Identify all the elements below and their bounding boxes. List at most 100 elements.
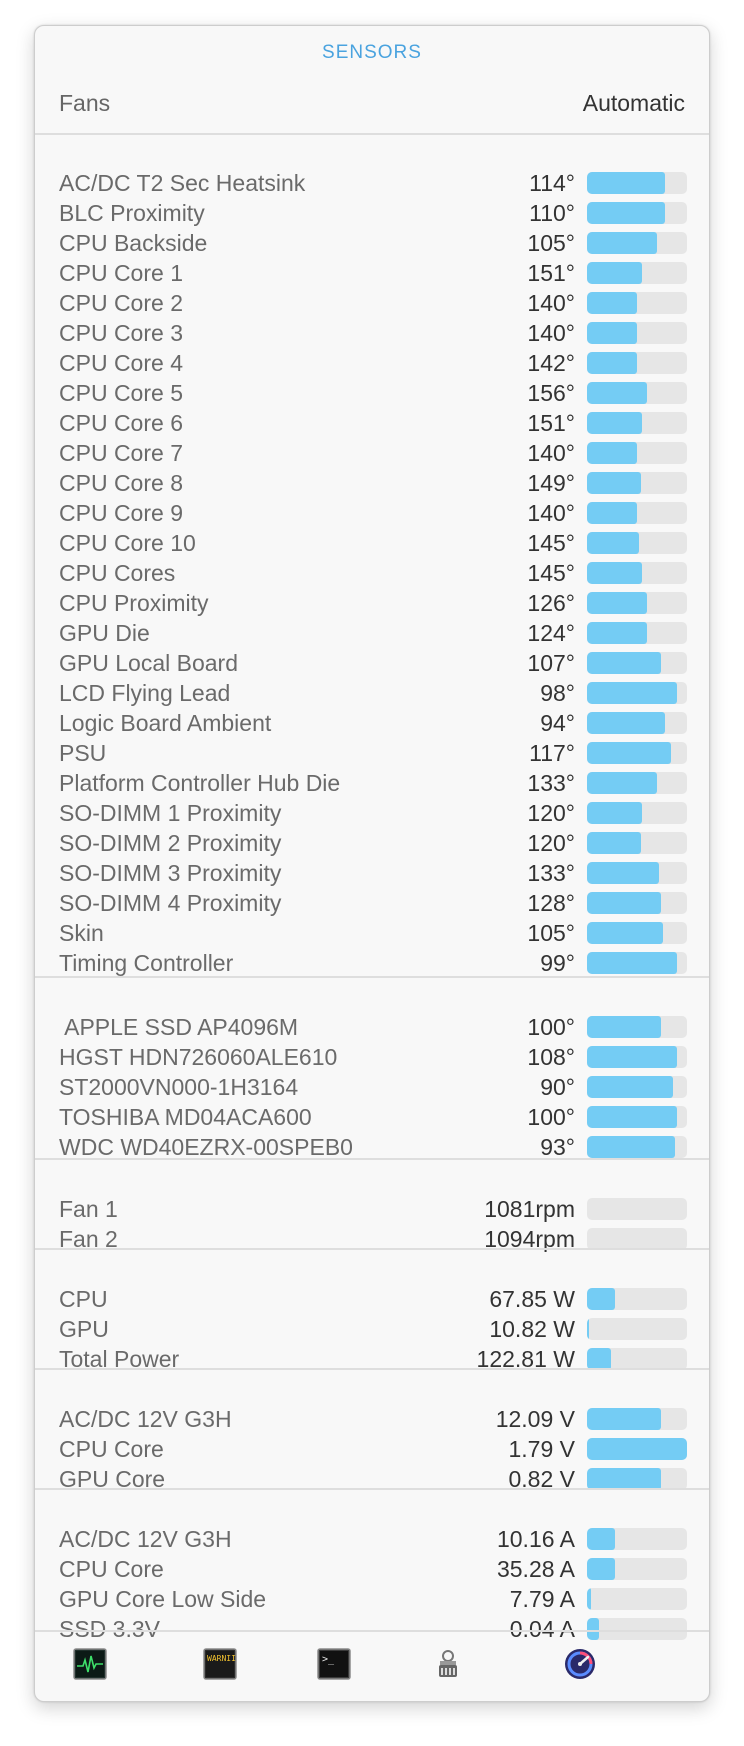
sensor-row[interactable]: CPU Core 7 140°: [35, 438, 709, 468]
console-icon[interactable]: WARNII AY 7:36: [203, 1648, 275, 1680]
sensor-level-bar: [587, 1618, 687, 1640]
sensor-level-fill: [587, 922, 663, 944]
sensor-name: Logic Board Ambient: [59, 709, 272, 736]
sensor-row[interactable]: HGST HDN726060ALE610 108°: [35, 1042, 709, 1072]
sensor-row[interactable]: CPU Proximity 126°: [35, 588, 709, 618]
sensor-row[interactable]: ST2000VN000-1H3164 90°: [35, 1072, 709, 1102]
sensor-row[interactable]: CPU Core 6 151°: [35, 408, 709, 438]
sensor-name: SO-DIMM 1 Proximity: [59, 799, 282, 826]
sensor-row[interactable]: CPU 67.85 W: [35, 1284, 709, 1314]
sensor-row[interactable]: SO-DIMM 3 Proximity 133°: [35, 858, 709, 888]
sensor-level-bar: [587, 412, 687, 434]
sensor-row[interactable]: GPU Local Board 107°: [35, 648, 709, 678]
sensor-row[interactable]: LCD Flying Lead 98°: [35, 678, 709, 708]
sensor-row[interactable]: SSD 3.3V 0.04 A: [35, 1614, 709, 1644]
sensor-name: CPU Core 3: [59, 319, 183, 346]
sensor-name: CPU Proximity: [59, 589, 209, 616]
sensor-name: CPU Core: [59, 1435, 164, 1462]
activity-monitor-icon[interactable]: [73, 1648, 107, 1680]
terminal-icon[interactable]: >_: [317, 1648, 351, 1680]
sensor-level-bar: [587, 1288, 687, 1310]
sensor-row[interactable]: Timing Controller 99°: [35, 948, 709, 978]
fans-mode-value[interactable]: Automatic: [582, 89, 685, 116]
sensor-level-fill: [587, 292, 637, 314]
sensor-value: 100°: [527, 1103, 575, 1130]
system-information-icon[interactable]: [431, 1648, 465, 1680]
sensor-level-bar: [587, 562, 687, 584]
sensor-level-bar: [587, 1468, 687, 1490]
sensor-row[interactable]: CPU Backside 105°: [35, 228, 709, 258]
sensor-name: CPU Core 10: [59, 529, 196, 556]
sensor-level-fill: [587, 562, 642, 584]
sensor-row[interactable]: CPU Core 35.28 A: [35, 1554, 709, 1584]
sensor-row[interactable]: GPU 10.82 W: [35, 1314, 709, 1344]
sensor-level-bar: [587, 1076, 687, 1098]
sensor-level-fill: [587, 682, 677, 704]
sensor-row[interactable]: CPU Core 9 140°: [35, 498, 709, 528]
sensor-level-fill: [587, 382, 647, 404]
sensor-level-fill: [587, 412, 642, 434]
sensor-row[interactable]: BLC Proximity 110°: [35, 198, 709, 228]
sensor-name: Fan 1: [59, 1195, 118, 1222]
sensor-level-fill: [587, 1318, 589, 1340]
sensor-row[interactable]: SO-DIMM 4 Proximity 128°: [35, 888, 709, 918]
sensor-row[interactable]: SO-DIMM 2 Proximity 120°: [35, 828, 709, 858]
sensor-value: 140°: [527, 289, 575, 316]
fans-mode-row[interactable]: Fans Automatic: [59, 88, 685, 118]
sensor-row[interactable]: Fan 2 1094rpm: [35, 1224, 709, 1254]
sensor-level-fill: [587, 592, 647, 614]
sensor-level-fill: [587, 532, 639, 554]
sensor-row[interactable]: CPU Core 10 145°: [35, 528, 709, 558]
sensor-row[interactable]: AC/DC T2 Sec Heatsink 114°: [35, 168, 709, 198]
sensor-value: 140°: [527, 439, 575, 466]
sensor-row[interactable]: Skin 105°: [35, 918, 709, 948]
panel-title: SENSORS: [322, 42, 422, 63]
sensor-name: AC/DC 12V G3H: [59, 1525, 232, 1552]
sensor-level-bar: [587, 742, 687, 764]
sensor-value: 114°: [529, 169, 575, 196]
sensor-level-fill: [587, 172, 665, 194]
sensor-value: 149°: [527, 469, 575, 496]
sensor-row[interactable]: GPU Core Low Side 7.79 A: [35, 1584, 709, 1614]
sensor-row[interactable]: CPU Core 1 151°: [35, 258, 709, 288]
sensor-row[interactable]: CPU Core 5 156°: [35, 378, 709, 408]
sensor-row[interactable]: WDC WD40EZRX-00SPEB0 93°: [35, 1132, 709, 1162]
sensor-row[interactable]: APPLE SSD AP4096M 100°: [35, 1012, 709, 1042]
sensor-value: 105°: [527, 919, 575, 946]
sensor-value: 145°: [527, 529, 575, 556]
sensor-name: TOSHIBA MD04ACA600: [59, 1103, 312, 1130]
sensor-level-fill: [587, 832, 641, 854]
sensor-row[interactable]: CPU Core 1.79 V: [35, 1434, 709, 1464]
sensor-row[interactable]: CPU Core 8 149°: [35, 468, 709, 498]
sensor-level-fill: [587, 1348, 611, 1370]
sensor-row[interactable]: GPU Die 124°: [35, 618, 709, 648]
sensor-level-bar: [587, 472, 687, 494]
sensor-value: 1094rpm: [484, 1225, 575, 1252]
sensor-row[interactable]: AC/DC 12V G3H 12.09 V: [35, 1404, 709, 1434]
sensor-row[interactable]: Total Power 122.81 W: [35, 1344, 709, 1374]
sensor-row[interactable]: TOSHIBA MD04ACA600 100°: [35, 1102, 709, 1132]
sensor-row[interactable]: CPU Core 3 140°: [35, 318, 709, 348]
sensor-value: 12.09 V: [495, 1405, 575, 1432]
istat-menus-icon[interactable]: [563, 1648, 597, 1680]
sensor-row[interactable]: Logic Board Ambient 94°: [35, 708, 709, 738]
sensor-row[interactable]: AC/DC 12V G3H 10.16 A: [35, 1524, 709, 1554]
sensor-value: 10.16 A: [496, 1525, 575, 1552]
sensor-level-fill: [587, 1528, 615, 1550]
sensor-name: AC/DC 12V G3H: [59, 1405, 232, 1432]
sensor-row[interactable]: CPU Cores 145°: [35, 558, 709, 588]
sensor-name: Total Power: [59, 1345, 180, 1372]
sensor-row[interactable]: CPU Core 2 140°: [35, 288, 709, 318]
sensor-row[interactable]: PSU 117°: [35, 738, 709, 768]
sensor-name: LCD Flying Lead: [59, 679, 231, 706]
sensor-row[interactable]: SO-DIMM 1 Proximity 120°: [35, 798, 709, 828]
sensor-level-fill: [587, 1076, 673, 1098]
sensor-level-fill: [587, 502, 637, 524]
sensor-name: SO-DIMM 2 Proximity: [59, 829, 282, 856]
sensor-row[interactable]: GPU Core 0.82 V: [35, 1464, 709, 1494]
sensor-value: 142°: [527, 349, 575, 376]
sensor-row[interactable]: CPU Core 4 142°: [35, 348, 709, 378]
sensor-row[interactable]: Fan 1 1081rpm: [35, 1194, 709, 1224]
console-icon-text-1: WARNII AY 7:36: [207, 1654, 237, 1663]
sensor-row[interactable]: Platform Controller Hub Die 133°: [35, 768, 709, 798]
